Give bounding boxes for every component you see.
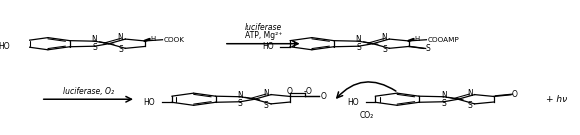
Text: N: N (118, 33, 124, 42)
Text: luciferase, O₂: luciferase, O₂ (63, 87, 114, 97)
Text: O: O (287, 87, 292, 96)
Text: S: S (425, 44, 430, 53)
Text: S: S (118, 45, 123, 54)
Text: S: S (382, 45, 387, 54)
Text: HO: HO (347, 98, 358, 107)
Text: + hν: + hν (546, 95, 567, 104)
Text: N: N (92, 35, 97, 44)
Text: N: N (441, 91, 447, 100)
Text: S: S (92, 43, 97, 52)
Text: COOAMP: COOAMP (428, 37, 459, 43)
Text: N: N (356, 35, 361, 44)
Text: HO: HO (262, 42, 274, 51)
Text: -O: -O (304, 87, 313, 96)
Text: S: S (264, 101, 269, 109)
Text: HO: HO (0, 42, 9, 51)
Text: N: N (382, 33, 387, 42)
Text: S: S (467, 101, 472, 109)
Text: H: H (414, 36, 419, 42)
Text: N: N (237, 91, 243, 100)
Text: COOK: COOK (164, 37, 185, 43)
Text: N: N (263, 89, 269, 98)
Text: S: S (441, 99, 446, 108)
Text: HO: HO (144, 98, 155, 107)
Text: ATP, Mg²⁺: ATP, Mg²⁺ (245, 31, 282, 40)
Text: luciferase: luciferase (245, 23, 282, 32)
Text: S: S (238, 99, 242, 108)
Text: N: N (467, 89, 473, 98)
Text: CO₂: CO₂ (360, 111, 374, 120)
Text: O: O (320, 92, 326, 101)
Text: H: H (150, 36, 155, 42)
Text: S: S (356, 43, 361, 52)
Text: O: O (512, 90, 518, 99)
